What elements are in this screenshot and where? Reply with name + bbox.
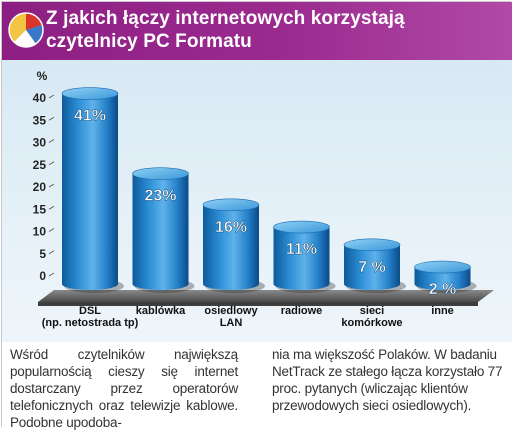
pie-chart-icon: [8, 12, 44, 48]
category-label: sieci: [360, 305, 384, 317]
y-tick-label: 10: [33, 225, 47, 239]
bar: 2 %: [414, 260, 477, 298]
bar: 16%: [202, 198, 265, 293]
y-tick-mark: [48, 183, 55, 188]
y-tick-mark: [48, 272, 55, 277]
bar: 41%: [61, 87, 124, 293]
y-axis: % 0 5 10 15 20 25 30 35 40: [33, 69, 55, 283]
category-label: radiowe: [281, 305, 323, 317]
y-tick-label: 30: [33, 136, 47, 150]
category-labels: DSL(np. netostrada tp)kablówka osiedlowyL…: [42, 305, 454, 329]
chart-floor-edge: [38, 302, 478, 306]
bar: 23%: [132, 167, 195, 293]
category-label: kablówka: [136, 305, 186, 317]
title-line-1: Z jakich łączy internetowych korzystają: [46, 8, 405, 29]
category-label: komórkowe: [341, 317, 402, 329]
y-tick-mark: [48, 250, 55, 255]
y-tick-mark: [48, 116, 55, 121]
bar-cap: [414, 260, 471, 274]
bars: 41% 23% 16% 11% 7 % 2 %: [61, 87, 477, 298]
y-tick-label: 40: [33, 91, 47, 105]
y-tick-label: 0: [39, 269, 46, 283]
bar-cap: [273, 220, 330, 234]
bar-chart: % 0 5 10 15 20 25 30 35 40 41% 23% 16% 11% 7 % 2 % DSL…: [33, 69, 494, 329]
bar-cap: [132, 167, 189, 180]
category-label: (np. netostrada tp): [42, 317, 139, 329]
bar-body: [132, 173, 189, 290]
bar: 7 %: [343, 238, 406, 293]
title-line-2: czytelnicy PC Formatu: [46, 31, 252, 52]
bar-value-label: 7 %: [358, 259, 386, 276]
y-tick-label: 35: [33, 113, 47, 127]
bar-value-label: 11%: [286, 241, 317, 258]
chart-floor: [38, 290, 494, 306]
y-tick-mark: [48, 228, 55, 232]
y-tick-mark: [48, 94, 55, 99]
y-tick-mark: [48, 161, 55, 166]
chart-title: Z jakich łączy internetowych korzystają …: [46, 7, 506, 53]
bar-value-label: 41%: [74, 108, 106, 125]
bar-cap: [61, 87, 119, 100]
bar: 11%: [273, 220, 336, 293]
bar-body: [273, 227, 330, 290]
y-tick-label: 20: [33, 180, 47, 194]
text-column-left: Wśród czytelników największą popularnośc…: [10, 347, 238, 430]
article-text: Wśród czytelników największą popularnośc…: [2, 342, 512, 430]
y-tick-mark: [48, 139, 55, 143]
y-tick-label: 15: [33, 202, 47, 216]
y-axis-unit: %: [37, 69, 48, 83]
bar-cap: [343, 238, 401, 252]
y-tick-label: 5: [39, 247, 46, 261]
y-tick-mark: [48, 205, 55, 210]
bar-body: [344, 244, 400, 290]
bar-cap: [202, 198, 260, 212]
category-label: LAN: [220, 317, 243, 329]
header-banner: Z jakich łączy internetowych korzystają …: [2, 2, 512, 60]
chart-area: % 0 5 10 15 20 25 30 35 40 41% 23% 16% 11% 7 % 2 % DSL…: [2, 60, 512, 342]
text-column-right: nia ma większość Polaków. W badaniu NetT…: [272, 347, 503, 413]
bar-value-label: 23%: [144, 188, 176, 205]
chart-floor-slab: [38, 290, 494, 302]
bar-body: [414, 267, 471, 290]
bar-value-label: 16%: [215, 219, 247, 236]
bar-body: [203, 204, 259, 290]
category-label: osiedlowy: [204, 305, 258, 317]
category-label: inne: [431, 305, 454, 317]
bar-value-label: 2 %: [429, 281, 457, 298]
category-label: DSL: [79, 305, 101, 317]
y-tick-label: 25: [33, 158, 47, 172]
bar-body: [62, 93, 118, 290]
